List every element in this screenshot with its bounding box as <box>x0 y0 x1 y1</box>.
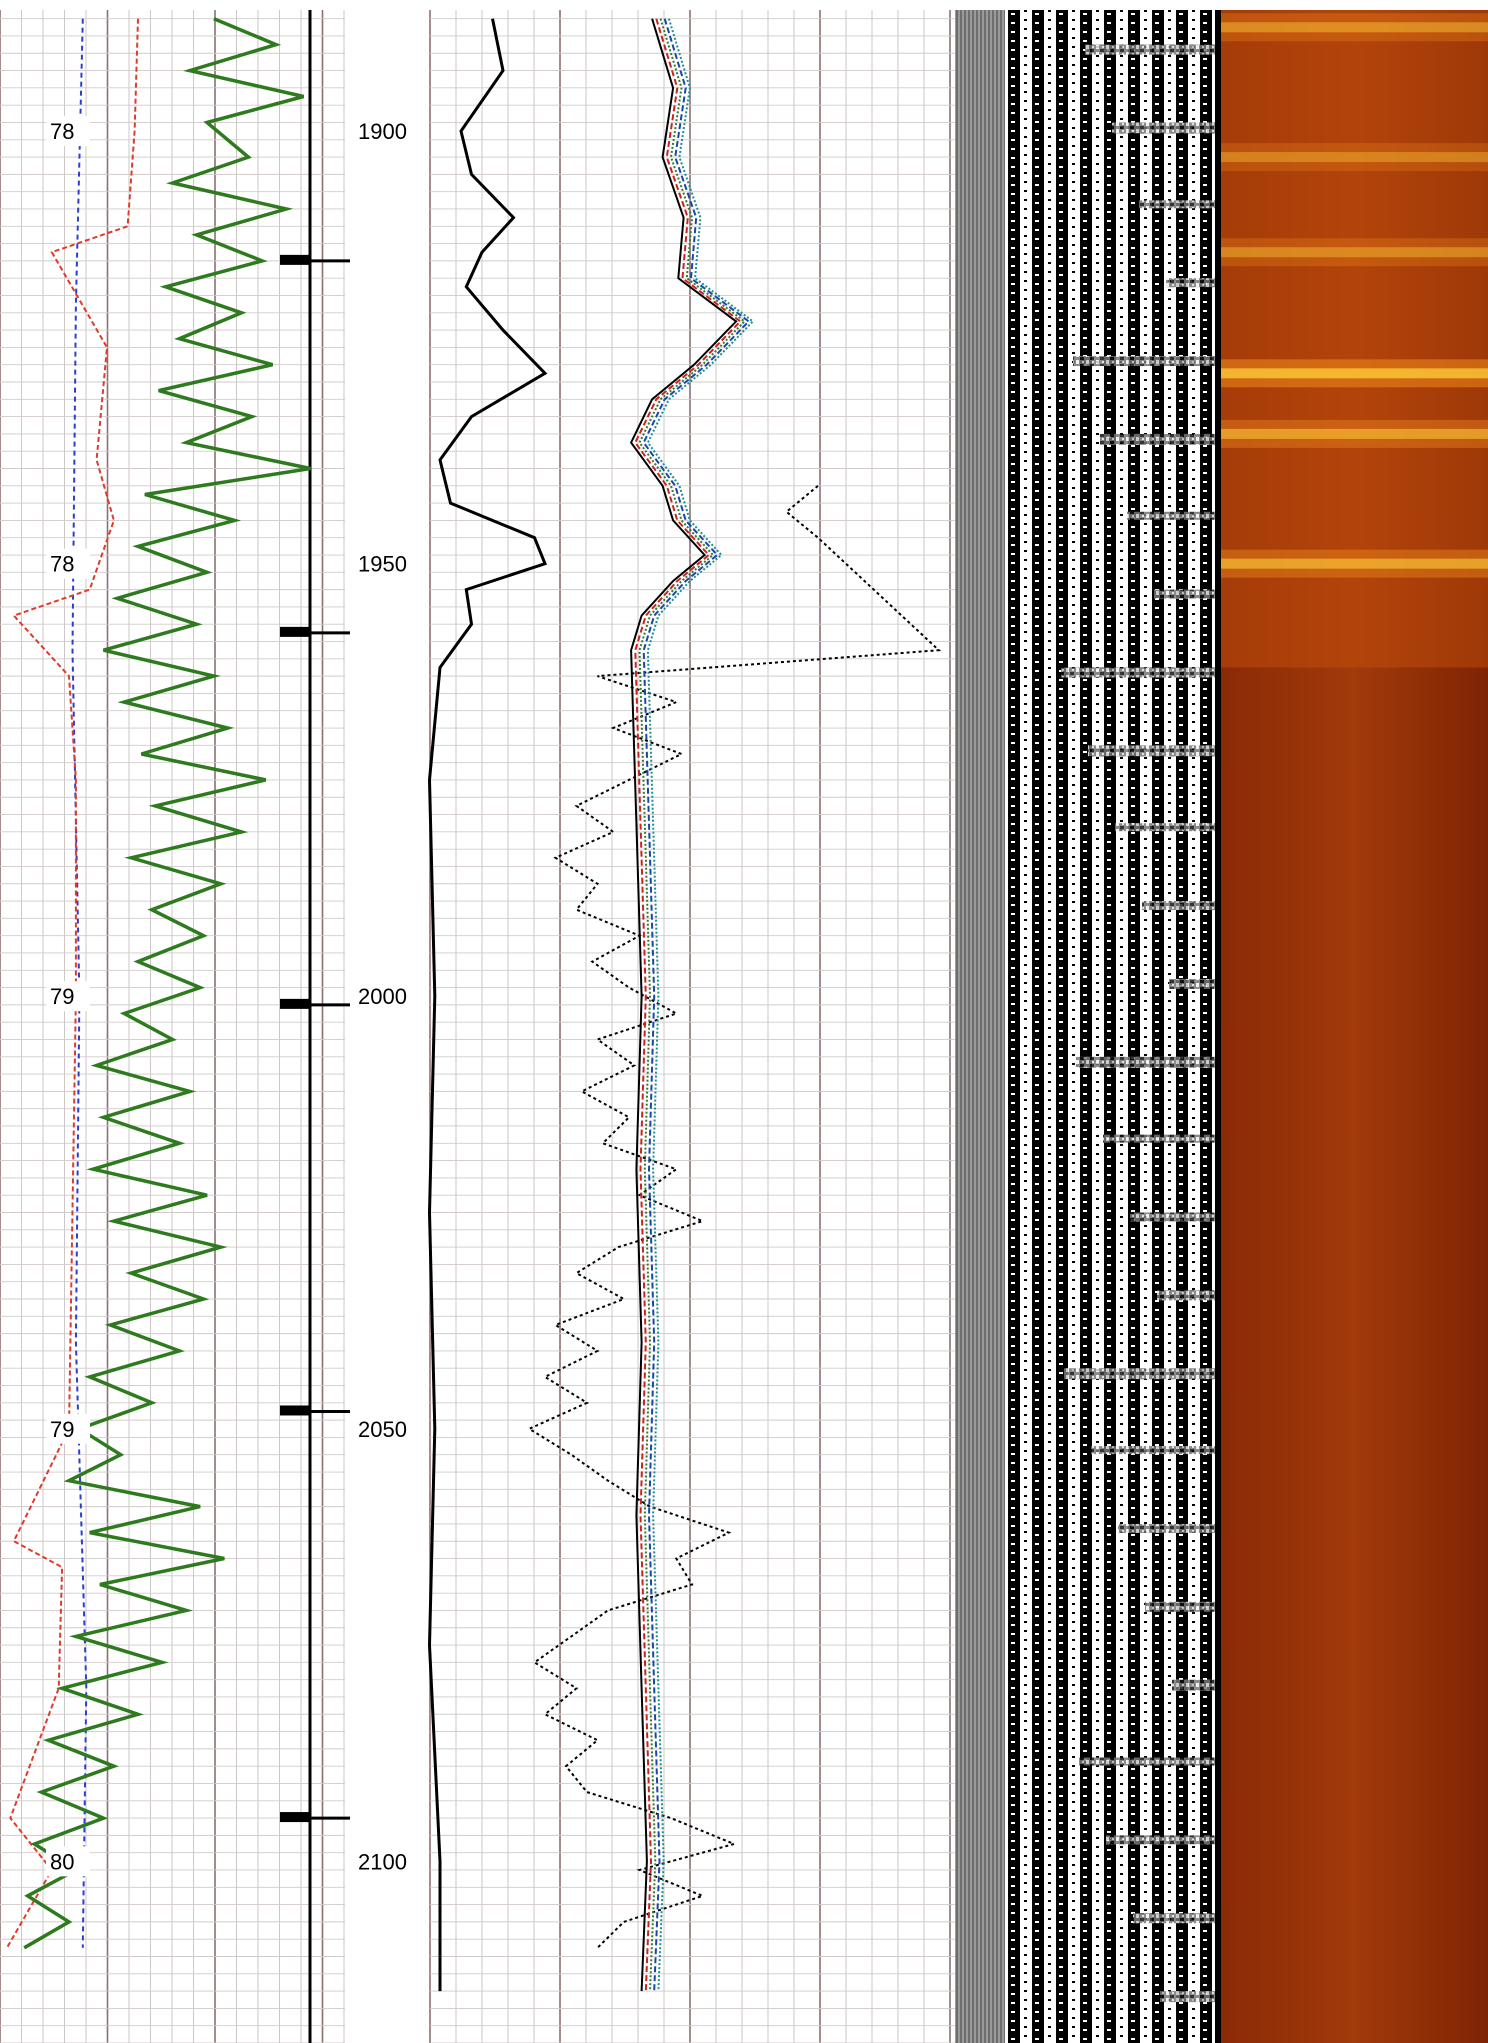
depth-labels: 1900 1950 2000 2050 2100 78 78 79 79 80 <box>46 116 412 1877</box>
depth-label: 2100 <box>358 1849 407 1874</box>
temperature-label: 78 <box>50 552 74 577</box>
temperature-label-bg <box>46 548 90 579</box>
track-2-events <box>280 10 350 2043</box>
image-track-fine <box>955 10 1005 2043</box>
temperature-label-bg <box>46 981 90 1012</box>
orange-upper-zone <box>1221 10 1488 668</box>
curve-bundle <box>638 18 747 1992</box>
image-texture-band <box>1145 1601 1215 1612</box>
image-texture-band <box>1172 1679 1215 1691</box>
image-texture-band <box>1103 1134 1215 1143</box>
grid-lines <box>0 10 955 2043</box>
track-2-event-mark <box>280 1812 310 1823</box>
curve-green <box>23 17 311 1950</box>
depth-label: 1900 <box>358 119 407 144</box>
track-2-event-mark <box>280 998 310 1009</box>
curve-red-dashed <box>6 18 139 1949</box>
temperature-label-bg <box>46 116 90 147</box>
track-2-event-mark <box>280 1405 310 1416</box>
curve-bundle <box>629 18 738 1992</box>
orange-hot-band <box>1221 428 1488 439</box>
image-texture-band <box>1154 589 1215 599</box>
curve-bundle <box>646 18 755 1992</box>
image-texture-band <box>1076 1056 1215 1068</box>
depth-label-bg <box>352 1846 412 1877</box>
image-texture-band <box>1061 667 1215 678</box>
temperature-label: 80 <box>50 1849 74 1874</box>
image-texture-band <box>1118 1523 1215 1533</box>
temperature-label: 78 <box>50 119 74 144</box>
image-texture-band <box>1127 511 1215 520</box>
curve-black-dotted <box>527 485 942 1949</box>
orange-bright-band <box>1221 143 1488 172</box>
depth-label-bg <box>352 548 412 579</box>
image-track-divider <box>1215 10 1221 2043</box>
curve-bundle <box>634 18 742 1992</box>
orange-hot-band <box>1221 152 1488 163</box>
depth-label-bg <box>352 1413 412 1444</box>
image-texture-band <box>1100 433 1215 445</box>
curve-black-solid <box>427 18 548 1992</box>
curve-blue-dashed <box>71 18 88 1948</box>
image-texture-band <box>1079 1757 1215 1766</box>
depth-label-bg <box>352 981 412 1012</box>
image-texture-band <box>1166 278 1215 288</box>
image-texture-band <box>1064 1368 1215 1380</box>
orange-bright-band <box>1221 13 1488 42</box>
orange-hot-band <box>1221 368 1488 379</box>
image-track-bw <box>1005 10 1215 2043</box>
track-2-event-mark <box>280 254 310 265</box>
depth-label-bg <box>352 116 412 147</box>
orange-hot-band <box>1221 22 1488 33</box>
temperature-label: 79 <box>50 984 74 1009</box>
log-curves <box>6 17 942 1992</box>
depth-label: 2000 <box>358 984 407 1009</box>
image-texture-band <box>1133 1913 1215 1924</box>
image-texture-band <box>1157 1290 1215 1301</box>
image-texture-band <box>1169 978 1215 989</box>
temperature-label-bg <box>46 1413 90 1444</box>
image-texture-band <box>1073 356 1215 367</box>
temperature-label-bg <box>46 1846 90 1877</box>
depth-label: 2050 <box>358 1417 407 1442</box>
orange-hot-band <box>1221 558 1488 569</box>
temperature-label: 79 <box>50 1417 74 1442</box>
depth-label: 1950 <box>358 552 407 577</box>
curve-bundle <box>642 18 751 1992</box>
image-texture-band <box>1112 122 1215 134</box>
track-2-event-mark <box>280 626 310 637</box>
image-texture-band <box>1142 901 1215 911</box>
image-tracks <box>955 10 1488 2043</box>
orange-bright-band <box>1221 238 1488 267</box>
image-texture-band <box>1130 1212 1215 1222</box>
orange-hot-band <box>1221 247 1488 258</box>
image-texture-band <box>1106 1835 1215 1845</box>
image-track-orange <box>1221 10 1488 2043</box>
image-texture-band <box>1085 44 1215 55</box>
image-texture-band <box>1091 1446 1215 1455</box>
image-texture-band <box>1139 200 1215 209</box>
image-texture-band <box>1088 745 1215 757</box>
image-texture-band <box>1115 823 1215 832</box>
image-texture-band <box>1160 1991 1215 2003</box>
